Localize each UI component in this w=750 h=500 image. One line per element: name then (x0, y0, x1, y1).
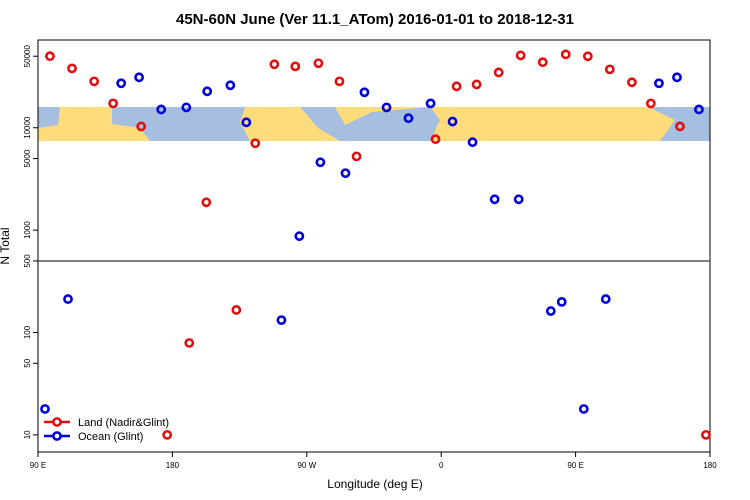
y-tick-label: 50000 (23, 45, 32, 68)
y-tick-label: 500 (23, 254, 32, 268)
y-tick-label: 100 (23, 325, 32, 339)
point (560, 49, 571, 60)
point (471, 79, 482, 90)
point (447, 116, 458, 127)
point (515, 50, 526, 61)
point (276, 315, 287, 326)
point (582, 51, 593, 62)
point (269, 59, 280, 70)
point (108, 98, 119, 109)
point (89, 76, 100, 87)
point (250, 138, 261, 149)
x-tick-label: 180 (703, 461, 717, 470)
point (231, 305, 242, 315)
point (675, 121, 685, 132)
y-tick-label: 1000 (23, 221, 32, 239)
point (45, 51, 55, 62)
point (451, 81, 462, 92)
point (202, 86, 213, 97)
point (181, 102, 192, 113)
x-tick-label: 90 W (297, 461, 316, 470)
chart-title: 45N-60N June (Ver 11.1_ATom) 2016-01-01 … (176, 11, 574, 28)
x-axis-label: Longitude (deg E) (327, 477, 422, 491)
point (294, 231, 305, 242)
point (578, 404, 589, 414)
point (162, 429, 173, 440)
point (184, 338, 195, 348)
point (645, 98, 656, 109)
legend-label: Land (Nadir&Glint) (78, 417, 169, 429)
x-tick-label: 90 E (567, 461, 583, 470)
point (334, 76, 345, 87)
point (701, 429, 711, 440)
point (545, 306, 556, 316)
point (40, 404, 50, 414)
point (672, 72, 682, 83)
x-tick-label: 0 (439, 461, 444, 470)
point (225, 80, 236, 91)
point (694, 104, 704, 115)
point (626, 77, 637, 88)
pacific (112, 107, 250, 141)
y-tick-label: 10000 (23, 116, 32, 139)
point (136, 121, 147, 132)
point (359, 87, 370, 98)
y-tick-label: 5000 (23, 149, 32, 167)
x-tick-label: 90 E (30, 461, 46, 470)
point (430, 134, 441, 145)
y-tick-label: 50 (23, 358, 32, 367)
point (654, 78, 664, 89)
point (156, 104, 167, 115)
point (241, 117, 252, 128)
point (381, 102, 392, 113)
point (313, 58, 324, 69)
point (67, 63, 77, 74)
y-tick-label: 10 (23, 430, 32, 439)
point (290, 61, 301, 72)
point (134, 72, 144, 83)
x-tick-label: 180 (166, 461, 180, 470)
point (201, 197, 212, 208)
point (63, 294, 73, 304)
point (425, 98, 436, 109)
west-sea (38, 107, 60, 128)
point (489, 194, 500, 205)
point (403, 113, 414, 124)
point (600, 294, 611, 304)
point (340, 168, 351, 179)
point (513, 194, 524, 205)
legend-label: Ocean (Glint) (78, 431, 143, 443)
legend-marker (52, 417, 62, 427)
point (537, 57, 548, 68)
legend-marker (52, 431, 62, 441)
point (116, 78, 127, 89)
plot-frame (37, 39, 711, 453)
point (604, 64, 615, 75)
y-axis-label: N Total (0, 227, 12, 264)
point (467, 137, 478, 148)
point (315, 157, 326, 168)
point (351, 151, 362, 162)
point (556, 296, 567, 307)
point (493, 67, 504, 78)
